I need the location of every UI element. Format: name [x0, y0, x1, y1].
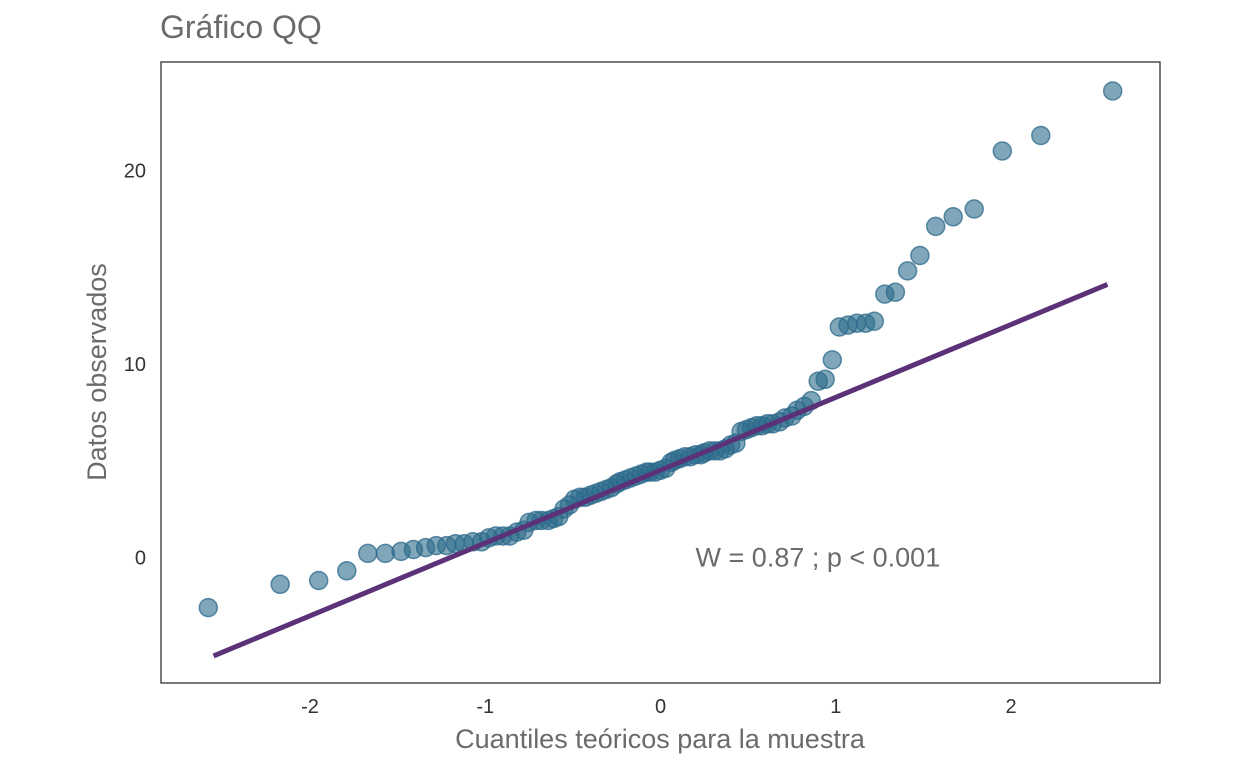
x-axis-title: Cuantiles teóricos para la muestra — [455, 724, 866, 754]
data-point — [1102, 81, 1123, 101]
x-tick-label: 1 — [830, 696, 841, 718]
data-point — [992, 141, 1013, 161]
data-point — [337, 561, 357, 581]
y-axis-title: Datos observados — [82, 263, 112, 481]
data-point — [910, 245, 930, 266]
data-point — [925, 216, 946, 237]
y-tick-label: 10 — [124, 354, 146, 376]
x-tick-label: -2 — [301, 696, 319, 718]
x-tick-label: 0 — [655, 696, 666, 718]
data-point — [358, 543, 378, 564]
x-tick-label: -1 — [476, 696, 494, 718]
data-point — [964, 199, 984, 219]
x-tick-label: 2 — [1005, 696, 1016, 718]
normality-test-annotation: W = 0.87 ; p < 0.001 — [696, 542, 941, 572]
y-axis: 0 10 20 — [124, 160, 146, 569]
data-point — [897, 261, 918, 281]
chart-title: Gráfico QQ — [160, 9, 322, 45]
data-point — [270, 574, 290, 595]
data-point — [822, 350, 843, 370]
data-point — [815, 369, 835, 390]
y-tick-label: 0 — [135, 547, 146, 569]
data-point — [864, 311, 885, 331]
data-point — [943, 207, 963, 227]
data-point — [1031, 125, 1051, 146]
data-point — [198, 597, 219, 618]
reference-line-layer — [212, 282, 1109, 659]
data-point — [885, 282, 906, 302]
reference-line — [212, 282, 1109, 659]
data-point — [308, 570, 329, 591]
x-axis: -2 -1 0 1 2 — [301, 696, 1017, 718]
y-tick-label: 20 — [124, 160, 146, 182]
